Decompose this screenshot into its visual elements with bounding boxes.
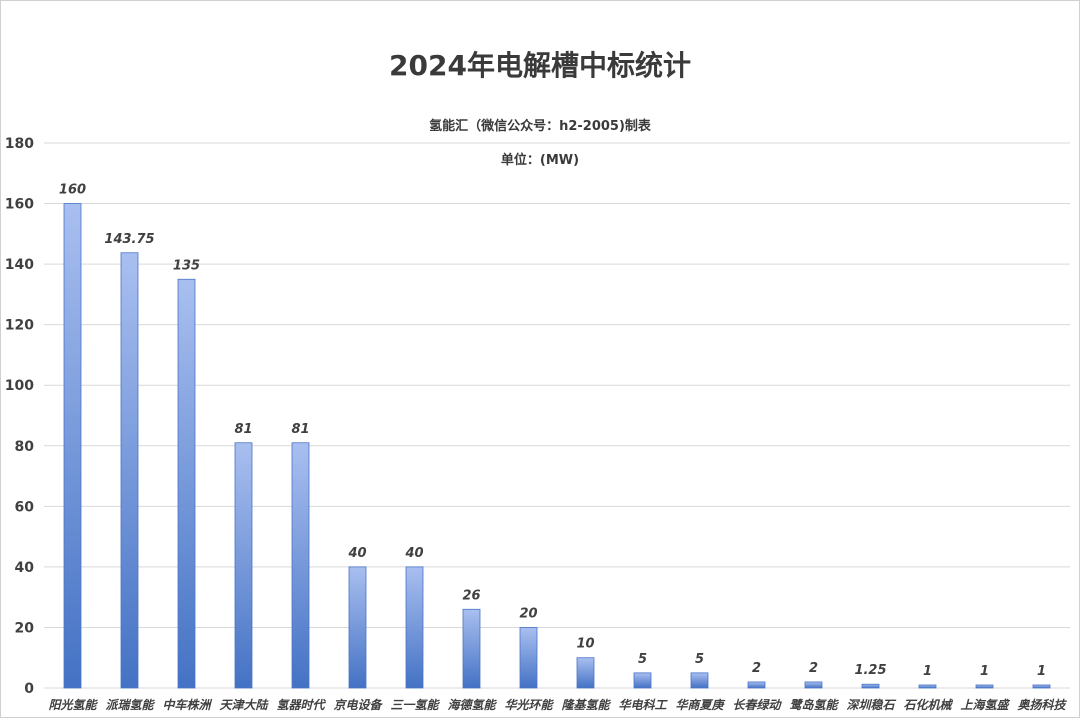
x-tick-label: 隆基氢能 bbox=[561, 698, 611, 712]
x-tick-label: 京电设备 bbox=[333, 698, 383, 712]
data-label: 160 bbox=[59, 183, 86, 198]
y-tick-label: 160 bbox=[5, 197, 34, 213]
data-label: 5 bbox=[695, 652, 704, 667]
bar bbox=[861, 683, 880, 689]
bar bbox=[576, 657, 595, 689]
data-label: 40 bbox=[404, 546, 423, 561]
data-label: 26 bbox=[462, 588, 480, 603]
y-tick-label: 80 bbox=[15, 439, 35, 455]
y-tick-label: 60 bbox=[15, 499, 35, 515]
x-tick-label: 鹭岛氢能 bbox=[789, 698, 839, 712]
data-label: 40 bbox=[347, 546, 366, 561]
x-tick-label: 奥扬科技 bbox=[1017, 698, 1067, 712]
x-tick-label: 阳光氢能 bbox=[48, 698, 98, 712]
bar bbox=[918, 684, 937, 689]
data-label: 5 bbox=[638, 652, 647, 667]
chart-subtitle: 氢能汇（微信公众号：h2-2005)制表 bbox=[429, 119, 651, 134]
data-label: 20 bbox=[519, 606, 537, 621]
data-labels: 160 143.75 135 81 81 40 40 26 20 10 5 5 2 2 1.25 1 1 1 bbox=[59, 183, 1046, 679]
x-tick-label: 派瑞氢能 bbox=[105, 698, 155, 712]
y-tick-label: 100 bbox=[5, 378, 34, 394]
chart-unit-label: 单位：(MW) bbox=[500, 153, 580, 168]
bar bbox=[348, 566, 367, 689]
y-tick-label: 120 bbox=[5, 318, 34, 334]
data-label: 81 bbox=[291, 422, 309, 437]
bar bbox=[1032, 684, 1051, 689]
bar bbox=[291, 442, 310, 689]
bar bbox=[462, 608, 481, 689]
y-tick-label: 40 bbox=[15, 560, 35, 576]
data-label: 1.25 bbox=[854, 663, 886, 678]
data-label: 1 bbox=[1037, 664, 1046, 679]
bar bbox=[804, 681, 823, 689]
bar bbox=[519, 627, 538, 689]
x-tick-label: 上海氢盛 bbox=[960, 698, 1010, 712]
y-tick-label: 20 bbox=[15, 620, 35, 636]
x-tick-label: 石化机械 bbox=[903, 698, 953, 712]
data-label: 81 bbox=[234, 422, 252, 437]
data-label: 1 bbox=[980, 664, 989, 679]
data-label: 143.75 bbox=[104, 232, 154, 247]
bar bbox=[234, 442, 253, 689]
data-label: 135 bbox=[173, 258, 200, 273]
bar bbox=[747, 681, 766, 689]
chart-title: 2024年电解槽中标统计 bbox=[389, 49, 691, 82]
bar bbox=[975, 684, 994, 689]
data-label: 1 bbox=[923, 664, 932, 679]
x-tick-label: 三一氢能 bbox=[390, 698, 440, 712]
y-tick-label: 0 bbox=[24, 681, 34, 697]
x-tick-label: 中车株洲 bbox=[162, 698, 212, 712]
bar bbox=[63, 203, 82, 689]
x-tick-label: 氢器时代 bbox=[276, 698, 326, 712]
bar bbox=[690, 672, 709, 689]
bar bbox=[633, 672, 652, 689]
x-tick-label: 长春绿动 bbox=[732, 698, 782, 712]
x-tick-label: 华光环能 bbox=[504, 698, 554, 712]
data-label: 10 bbox=[576, 637, 594, 652]
gridlines bbox=[44, 142, 1070, 689]
x-tick-label: 深圳稳石 bbox=[846, 698, 896, 712]
y-axis: 0 20 40 60 80 100 120 140 160 180 bbox=[5, 136, 34, 697]
x-tick-label: 天津大陆 bbox=[219, 698, 269, 712]
data-label: 2 bbox=[809, 661, 818, 676]
y-tick-label: 140 bbox=[5, 257, 34, 273]
y-tick-label: 180 bbox=[5, 136, 34, 152]
bars bbox=[63, 203, 1051, 689]
x-tick-label: 华电科工 bbox=[618, 698, 668, 712]
bar bbox=[405, 566, 424, 689]
x-axis: 阳光氢能 派瑞氢能 中车株洲 天津大陆 氢器时代 京电设备 三一氢能 海德氢能 华光环能 隆基氢能… bbox=[48, 698, 1067, 712]
x-tick-label: 华商夏庚 bbox=[675, 698, 725, 712]
bar bbox=[177, 278, 196, 689]
x-tick-label: 海德氢能 bbox=[447, 698, 497, 712]
bar bbox=[120, 252, 139, 689]
data-label: 2 bbox=[752, 661, 761, 676]
